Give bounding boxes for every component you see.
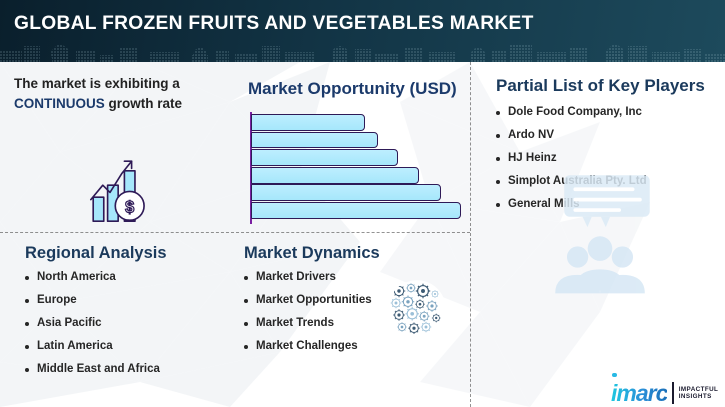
svg-text:$: $ — [125, 199, 134, 217]
